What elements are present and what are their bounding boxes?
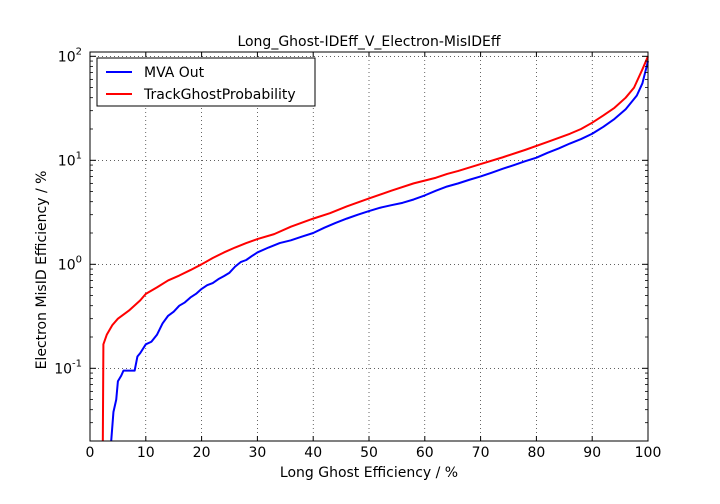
legend-label: TrackGhostProbability <box>143 87 296 103</box>
legend-box <box>96 57 316 107</box>
grid-lines <box>90 52 648 441</box>
x-tick-label: 20 <box>193 445 211 461</box>
series-layer <box>101 55 649 442</box>
y-axis-label: Electron MisID Efficiency / % <box>34 171 50 370</box>
y-tick-label: 102 <box>58 46 82 65</box>
x-tick-label: 30 <box>248 445 266 461</box>
x-tick-label: 10 <box>137 445 155 461</box>
x-tick-label: 70 <box>472 445 490 461</box>
x-tick-label: 40 <box>304 445 322 461</box>
chart-title: Long_Ghost-IDEff_V_Electron-MisIDEff <box>237 34 500 50</box>
series-line-mva-out <box>110 60 649 442</box>
axes: 0 10 20 30 40 50 60 70 80 90 100 10-1 100 101 102 <box>54 46 661 461</box>
x-tick-label: 80 <box>527 445 545 461</box>
x-tick-label: 50 <box>360 445 378 461</box>
legend: MVA Out TrackGhostProbability <box>96 57 316 107</box>
y-tick-label: 101 <box>58 150 82 169</box>
plot-frame <box>89 51 649 442</box>
x-tick-label: 60 <box>416 445 434 461</box>
x-tick-label: 90 <box>583 445 601 461</box>
x-tick-label: 100 <box>635 445 662 461</box>
x-tick-label: 0 <box>86 445 95 461</box>
y-tick-label: 100 <box>58 254 82 273</box>
series-line-trackghostprobability <box>101 55 649 442</box>
x-axis-label: Long Ghost Efficiency / % <box>280 465 458 481</box>
legend-label: MVA Out <box>144 65 205 81</box>
y-tick-label: 10-1 <box>54 358 82 377</box>
